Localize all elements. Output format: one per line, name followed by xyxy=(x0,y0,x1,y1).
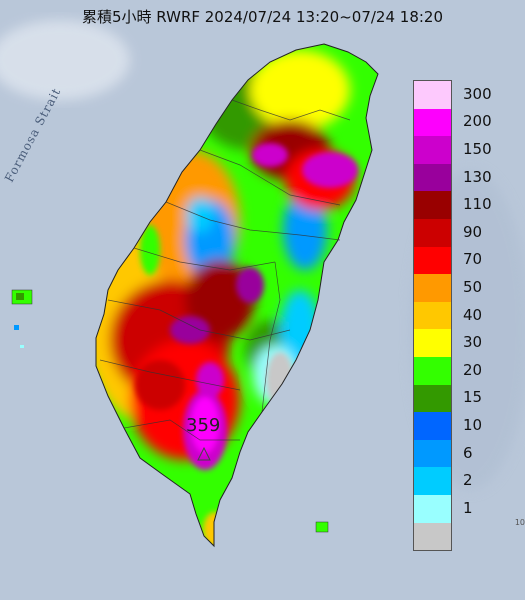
corner-mark: 10 xyxy=(514,518,525,527)
legend-label: 50 xyxy=(463,278,483,296)
max-rainfall-label: 359 xyxy=(186,415,221,436)
legend-label: 2 xyxy=(463,471,473,490)
legend-label: 200 xyxy=(463,112,492,131)
legend-label: 110 xyxy=(463,195,492,214)
legend-label: 15 xyxy=(463,388,483,407)
legend-label: 90 xyxy=(463,222,483,241)
legend-swatch xyxy=(414,356,451,385)
legend-label: 70 xyxy=(463,250,483,269)
map-title: 累積5小時 RWRF 2024/07/24 13:20~07/24 18:20 xyxy=(81,8,444,26)
legend-swatch xyxy=(414,384,451,413)
legend-label: 150 xyxy=(463,140,492,158)
legend-swatch xyxy=(414,136,451,164)
legend-swatch xyxy=(414,218,451,247)
legend-label: 1 xyxy=(463,498,473,517)
color-legend xyxy=(413,80,452,552)
legend-label: 30 xyxy=(463,333,483,352)
legend-swatch xyxy=(414,301,451,330)
legend-swatch xyxy=(414,191,451,219)
legend-swatch xyxy=(414,246,451,275)
legend-swatch xyxy=(414,81,451,109)
legend-label: 6 xyxy=(463,443,473,462)
legend-label: 20 xyxy=(463,360,483,379)
legend-swatch xyxy=(414,522,451,551)
legend-swatch xyxy=(414,494,451,523)
legend-swatch xyxy=(414,329,451,357)
legend-swatch xyxy=(414,274,451,302)
legend-swatch xyxy=(414,108,451,137)
legend-swatch xyxy=(414,467,451,495)
legend-label: 300 xyxy=(463,84,492,103)
legend-label: 40 xyxy=(463,305,483,324)
legend-swatch xyxy=(414,412,451,440)
legend-label: 10 xyxy=(463,416,483,434)
legend-label: 130 xyxy=(463,167,492,186)
legend-swatch xyxy=(414,163,451,192)
legend-swatch xyxy=(414,439,451,468)
